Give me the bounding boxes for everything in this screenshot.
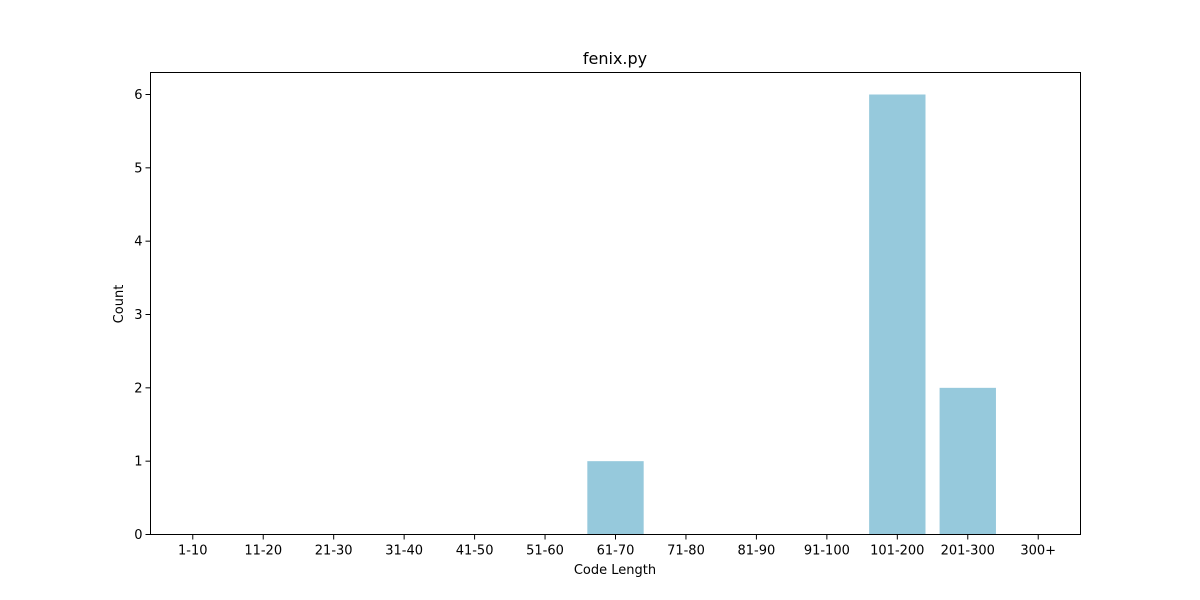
chart-title: fenix.py	[583, 49, 647, 68]
x-tick-label: 300+	[1020, 544, 1056, 559]
y-tick-label: 5	[134, 161, 142, 176]
x-axis-label: Code Length	[574, 563, 656, 578]
y-tick-label: 0	[134, 528, 142, 543]
bars	[587, 94, 996, 535]
y-tick-label: 3	[134, 308, 142, 323]
y-tick-label: 4	[134, 235, 142, 250]
x-tick-label: 81-90	[738, 544, 776, 559]
x-tick-label: 1-10	[178, 544, 208, 559]
y-tick-label: 2	[134, 381, 142, 396]
x-tick-label: 51-60	[526, 544, 564, 559]
x-tick-label: 71-80	[667, 544, 705, 559]
x-tick-label: 11-20	[244, 544, 282, 559]
y-axis-label: Count	[112, 285, 127, 324]
x-tick-label: 91-100	[804, 544, 850, 559]
y-tick-label: 6	[134, 88, 142, 103]
bar-101-200	[869, 94, 926, 535]
x-axis-ticks: 1-10 11-20 21-30 31-40 41-50 51-60 61-70 71-80 8…	[178, 534, 1056, 559]
y-axis-ticks: 0 1 2 3 4 5 6	[134, 88, 151, 543]
x-tick-label: 41-50	[456, 544, 494, 559]
x-tick-label: 101-200	[870, 544, 924, 559]
bar-61-70	[587, 461, 644, 535]
plot-frame	[150, 72, 1081, 535]
x-tick-label: 61-70	[597, 544, 635, 559]
y-tick-label: 1	[134, 455, 142, 470]
x-tick-label: 31-40	[385, 544, 423, 559]
x-tick-label: 201-300	[941, 544, 995, 559]
bar-201-300	[939, 387, 996, 535]
x-tick-label: 21-30	[315, 544, 353, 559]
